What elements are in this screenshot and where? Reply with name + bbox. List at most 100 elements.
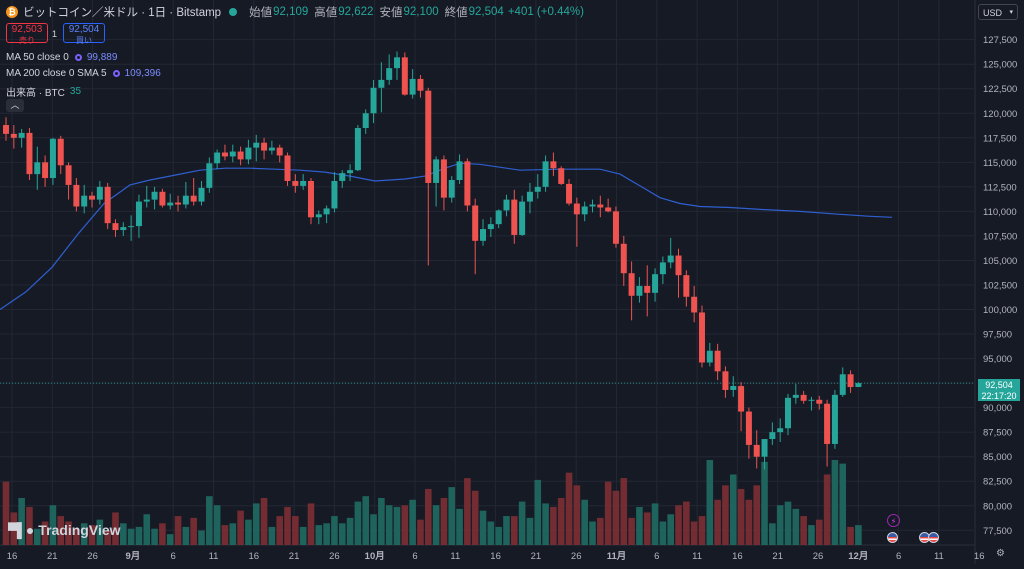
lightning-icon[interactable]: ⚡ (887, 514, 900, 527)
candle-body (738, 386, 745, 412)
volume-bar (815, 519, 823, 545)
candle-body (558, 168, 565, 184)
indicator-volume[interactable]: 出来高 · BTC 35 (6, 84, 81, 99)
price-tick-label: 102,500 (983, 280, 1017, 291)
volume-bar (88, 525, 96, 545)
indicator-ma200[interactable]: MA 200 close 0 SMA 5 109,396 (6, 68, 161, 79)
volume-bar (518, 501, 526, 545)
tradingview-logo[interactable]: ▀▌● TradingView (8, 522, 121, 538)
volume-bar (338, 523, 346, 545)
candle-body (440, 159, 447, 198)
volume-bar (143, 514, 151, 545)
volume-bar (542, 503, 549, 545)
candle-body (816, 399, 823, 404)
volume-bar (440, 497, 448, 545)
candle-body (370, 87, 377, 114)
candle-body (49, 138, 56, 179)
volume-bar (213, 505, 221, 545)
countdown-value: 22:17:20 (981, 391, 1017, 401)
time-tick-label: 11 (692, 551, 702, 562)
settings-icon[interactable] (112, 70, 120, 77)
bitcoin-icon: ₿ (6, 6, 18, 18)
price-tick-label: 105,000 (983, 256, 1017, 267)
candle-body (620, 243, 627, 274)
candle-body (753, 444, 760, 457)
candle-body (534, 186, 541, 192)
volume-bar (706, 460, 714, 545)
indicator-ma50[interactable]: MA 50 close 0 99,889 (6, 52, 117, 63)
volume-bar (57, 516, 65, 545)
volume-bar (534, 479, 542, 545)
price-tick-label: 120,000 (983, 109, 1017, 120)
currency-select[interactable]: USD ▾ (978, 4, 1018, 20)
candle-body (128, 226, 135, 228)
volume-bar (378, 497, 385, 545)
candle-body (409, 78, 416, 95)
candle-body (519, 201, 526, 235)
candle-body (386, 68, 393, 80)
volume-bar (729, 474, 737, 545)
volume-bar (385, 505, 393, 545)
last-price-value: 92,504 (985, 380, 1013, 390)
candle-body (667, 255, 674, 263)
spread-value: 1 (52, 29, 58, 39)
candle-body (245, 147, 252, 160)
price-tick-label: 97,500 (983, 330, 1012, 341)
high-value: 92,622 (338, 6, 374, 18)
volume-bar (612, 490, 620, 545)
candle-body (597, 204, 604, 208)
price-tick-label: 100,000 (983, 305, 1017, 316)
symbol-header: ₿ ビットコイン／米ドル · 1日 · Bitstamp 始値 92,109 高値… (6, 4, 584, 20)
us-flag-icon[interactable] (887, 532, 898, 543)
price-tick-label: 85,000 (983, 452, 1012, 463)
candle-body (612, 211, 619, 244)
candle-body (472, 205, 479, 241)
candle-body (652, 274, 659, 293)
settings-icon[interactable] (74, 54, 82, 61)
candle-body (808, 399, 815, 401)
candle-body (292, 180, 299, 186)
candle-body (331, 180, 338, 209)
chevron-up-icon[interactable]: ︿ (6, 99, 24, 112)
volume-bar (823, 474, 831, 545)
sell-price: 92,503 (11, 24, 43, 35)
volume-bar (573, 485, 581, 545)
indicator-value: 99,889 (86, 52, 118, 63)
us-flag-icon[interactable] (928, 532, 939, 543)
volume-bar (456, 508, 463, 545)
volume-bar (550, 507, 557, 545)
candle-body (745, 411, 752, 445)
volume-bar (471, 490, 479, 545)
symbol-title[interactable]: ビットコイン／米ドル · 1日 · Bitstamp (23, 7, 222, 19)
volume-bar (432, 505, 440, 545)
candle-body (10, 133, 17, 138)
volume-bar (667, 514, 674, 545)
volume-bar (511, 516, 518, 545)
volume-bar (159, 523, 166, 545)
buy-button[interactable]: 92,504 買い (63, 23, 105, 45)
candle-body (792, 394, 799, 398)
candle-body (698, 312, 705, 363)
candle-body (229, 151, 236, 157)
candle-body (628, 273, 635, 296)
time-tick-label: 26 (87, 551, 98, 562)
sell-label: 売り (19, 36, 35, 45)
candle-body (315, 214, 322, 218)
gear-icon[interactable]: ⚙ (996, 548, 1005, 559)
volume-bar (284, 507, 291, 545)
tradingview-logo-icon: ▀▌● (8, 522, 34, 538)
candle-body (800, 394, 807, 401)
time-tick-label: 16 (249, 551, 260, 562)
time-tick-label: 10月 (365, 551, 385, 562)
indicator-label: MA 200 close 0 SMA 5 (6, 68, 107, 79)
volume-bar (424, 488, 432, 545)
price-tick-label: 117,500 (983, 133, 1017, 144)
candle-body (261, 142, 268, 151)
candle-body (417, 78, 424, 91)
sell-button[interactable]: 92,503 売り (6, 23, 48, 45)
candle-body (659, 262, 666, 275)
candle-body (542, 161, 549, 187)
candle-body (394, 57, 400, 69)
